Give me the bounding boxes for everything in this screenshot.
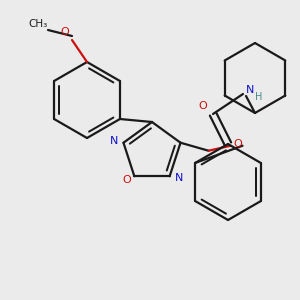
Text: O: O (199, 101, 207, 111)
Text: H: H (255, 92, 263, 102)
Text: O: O (61, 27, 69, 37)
Text: N: N (110, 136, 119, 146)
Text: CH₃: CH₃ (28, 19, 48, 29)
Text: O: O (233, 139, 242, 149)
Text: O: O (122, 175, 131, 185)
Text: N: N (174, 173, 183, 183)
Text: N: N (246, 85, 254, 95)
